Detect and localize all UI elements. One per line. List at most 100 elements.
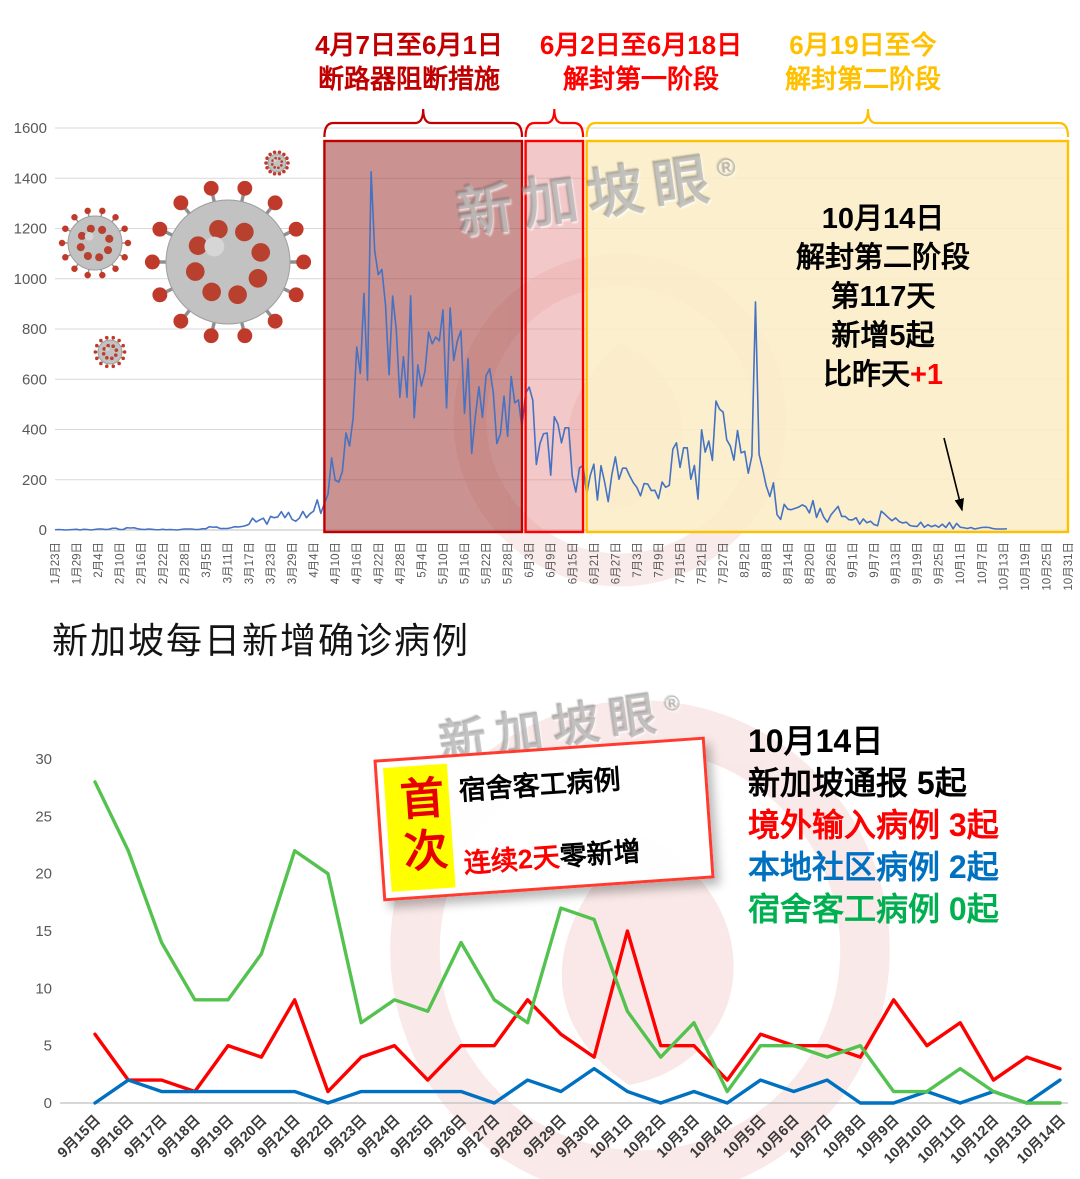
y-axis-tick-label: 1400 <box>14 170 47 187</box>
coronavirus-illustration <box>144 180 312 344</box>
legend-date: 10月14日 <box>748 723 884 759</box>
x-axis-tick-label: 3月5日 <box>201 542 213 578</box>
y-axis-tick-label: 0 <box>44 1095 52 1112</box>
x-axis-tick-label: 9月13日 <box>891 542 903 584</box>
phase1-label-line2: 解封第一阶段 <box>562 64 719 94</box>
note-phase: 解封第二阶段 <box>795 242 970 274</box>
registered-mark-icon: ® <box>715 152 738 184</box>
y-axis-tick-label: 600 <box>22 371 47 388</box>
phase2-label: 6月19日至今 解封第二阶段 <box>757 28 969 96</box>
legend-total: 新加坡通报 5起 <box>748 765 967 801</box>
x-axis-tick-label: 4月22日 <box>373 542 385 584</box>
x-axis-tick-label: 1月23日 <box>50 542 62 584</box>
note-date: 10月14日 <box>821 203 945 235</box>
x-axis-tick-label: 4月4日 <box>309 542 321 578</box>
x-axis-tick-label: 7月9日 <box>653 542 665 578</box>
callout-line1: 宿舍客工病例 <box>457 764 622 806</box>
phase-bracket <box>323 108 524 138</box>
annotation-arrow <box>943 437 964 512</box>
x-axis-tick-label: 10月31日 <box>1063 542 1075 591</box>
x-axis-tick-label: 5月22日 <box>481 542 493 584</box>
latest-day-note: 10月14日 解封第二阶段 第117天 新增5起 比昨天+1 <box>768 200 998 395</box>
callout-line2: 连续2天零新增 <box>462 826 694 881</box>
x-axis-tick-label: 9月25日 <box>934 542 946 584</box>
x-axis-tick-label: 7月15日 <box>675 542 687 584</box>
x-axis-tick-label: 4月10日 <box>330 542 342 584</box>
y-axis-tick-label: 30 <box>35 751 52 768</box>
coronavirus-illustration <box>58 207 132 279</box>
x-axis-tick-label: 10月7日 <box>977 542 989 584</box>
x-axis-tick-label: 10月1日 <box>955 542 967 584</box>
x-axis-tick-label: 8月2日 <box>740 542 752 578</box>
phase1-label: 6月2日至6月18日 解封第一阶段 <box>530 28 752 96</box>
y-axis-tick-label: 15 <box>35 923 52 940</box>
y-axis-tick-label: 1200 <box>14 221 47 238</box>
x-axis-tick-label: 5月10日 <box>438 542 450 584</box>
x-axis-tick-label: 6月9日 <box>546 542 558 578</box>
y-axis-tick-label: 5 <box>44 1038 52 1055</box>
x-axis-tick-label: 2月28日 <box>179 542 191 584</box>
daily-cases-chart: 0 200 400 600 800 1000 1200 1400 1600 1月23日 1月29日 2… <box>14 108 1075 591</box>
legend-imported: 境外输入病例 3起 <box>748 807 999 843</box>
coronavirus-illustration <box>93 335 127 369</box>
phase-region-border <box>585 139 1070 534</box>
y-axis-tick-label: 20 <box>35 866 52 883</box>
x-axis-tick-label: 7月3日 <box>632 542 644 578</box>
y-axis-tick-label: 0 <box>39 522 47 539</box>
registered-mark-icon: ® <box>662 691 682 717</box>
x-axis-tick-label: 8月26日 <box>826 542 838 584</box>
x-axis-tick-label: 5月4日 <box>416 542 428 578</box>
x-axis-tick-label: 10月13日 <box>998 542 1010 591</box>
coronavirus-illustration <box>264 150 290 176</box>
circuit-breaker-label-line1: 4月7日至6月1日 <box>315 30 503 60</box>
y-axis-tick-label: 10 <box>35 980 52 997</box>
phase1-label-line1: 6月2日至6月18日 <box>539 30 743 60</box>
daily-cases-line <box>54 170 1007 531</box>
daily-breakdown-legend: 10月14日 新加坡通报 5起 境外输入病例 3起 本地社区病例 2起 宿舍客工… <box>748 720 999 930</box>
x-axis-tick-label: 6月21日 <box>589 542 601 584</box>
phase-region <box>525 141 584 532</box>
daily-breakdown-chart: 0510152025309月15日9月16日9月17日9月18日9月19日9月2… <box>35 700 1069 1179</box>
y-axis-tick-label: 400 <box>22 422 47 439</box>
callout-lines: 宿舍客工病例 连续2天零新增 <box>447 746 705 887</box>
chart-title: 新加坡每日新增确诊病例 <box>52 620 471 661</box>
phase2-label-line1: 6月19日至今 <box>789 30 937 60</box>
x-axis-tick-label: 8月8日 <box>761 542 773 578</box>
phase-bracket <box>585 108 1070 138</box>
note-day-count: 第117天 <box>830 281 936 313</box>
first-time-badge: 首次 <box>383 763 456 892</box>
x-axis-tick-label: 5月16日 <box>460 542 472 584</box>
x-axis-tick-label: 4月28日 <box>395 542 407 584</box>
x-axis-tick-label: 7月21日 <box>697 542 709 584</box>
callout-line2-red: 连续2天 <box>462 842 561 879</box>
y-axis-tick-label: 1600 <box>14 120 47 137</box>
x-axis-tick-label: 9月1日 <box>847 542 859 578</box>
y-axis-tick-label: 200 <box>22 472 47 489</box>
x-axis-tick-label: 3月11日 <box>222 542 234 583</box>
note-delta-value: +1 <box>909 359 944 391</box>
circuit-breaker-label: 4月7日至6月1日 断路器阻断措施 <box>283 28 535 96</box>
x-axis-tick-label: 4月16日 <box>352 542 364 584</box>
y-axis-tick-label: 1000 <box>14 271 47 288</box>
x-axis-tick-label: 8月20日 <box>804 542 816 584</box>
x-axis-tick-label: 3月23日 <box>266 542 278 584</box>
y-axis-tick-label: 25 <box>35 808 52 825</box>
phase-region <box>586 141 1068 532</box>
phase-region <box>324 141 522 532</box>
series-line-1 <box>93 1066 1062 1105</box>
phase-bracket <box>524 108 585 138</box>
x-axis-tick-label: 2月16日 <box>136 542 148 584</box>
x-axis-tick-label: 2月10日 <box>115 542 127 584</box>
legend-dormitory: 宿舍客工病例 0起 <box>748 891 999 927</box>
phase-region-border <box>323 139 524 534</box>
phase2-label-line2: 解封第二阶段 <box>784 64 941 94</box>
x-axis-tick-label: 7月27日 <box>718 542 730 584</box>
x-axis-tick-label: 9月19日 <box>912 542 924 584</box>
series-line-0 <box>93 929 1062 1094</box>
x-axis-tick-label: 2月4日 <box>93 542 105 578</box>
legend-community: 本地社区病例 2起 <box>748 849 999 885</box>
circuit-breaker-label-line2: 断路器阻断措施 <box>317 64 500 94</box>
note-new-cases: 新增5起 <box>831 320 935 352</box>
x-axis-tick-label: 3月29日 <box>287 542 299 584</box>
